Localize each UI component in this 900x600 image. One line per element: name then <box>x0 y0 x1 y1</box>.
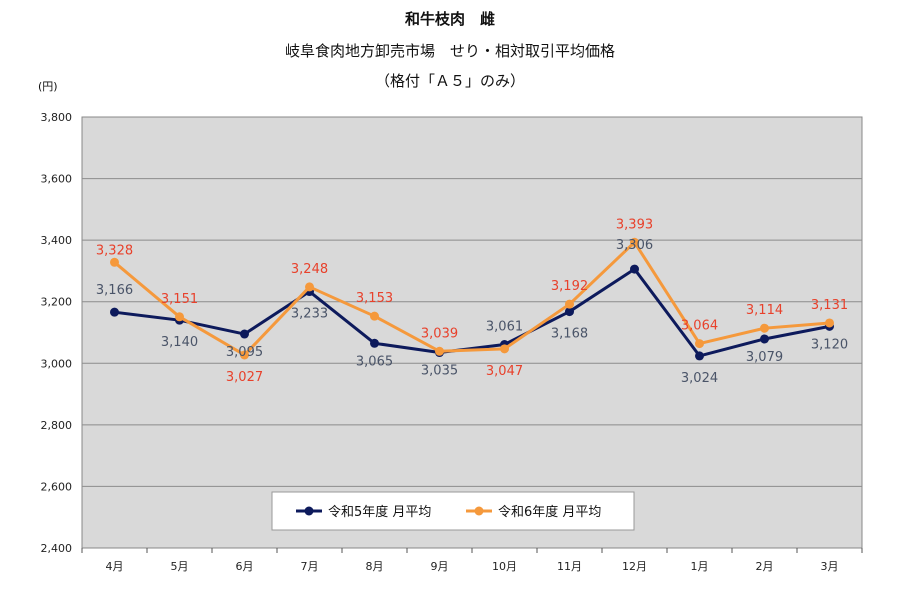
x-tick-label: 7月 <box>301 560 319 573</box>
chart-subtitle-2: （格付「Ａ５」のみ） <box>374 72 525 90</box>
data-label-series-2: 3,248 <box>291 262 328 277</box>
data-point-series-2 <box>175 312 184 322</box>
y-tick-label: 3,800 <box>41 111 73 124</box>
y-tick-label: 2,400 <box>41 542 73 555</box>
legend-marker-1 <box>304 506 314 516</box>
data-label-series-2: 3,131 <box>811 298 848 313</box>
legend-box <box>271 491 635 531</box>
plot-area <box>81 116 863 549</box>
x-tick-label: 6月 <box>236 560 254 573</box>
data-label-series-1: 3,120 <box>811 337 848 352</box>
y-tick-label: 2,600 <box>41 480 73 493</box>
x-tick-label: 10月 <box>492 560 517 573</box>
legend: 令和5年度 月平均 令和6年度 月平均 <box>271 491 635 531</box>
data-point-series-1 <box>760 334 769 344</box>
data-point-series-2 <box>760 323 769 333</box>
data-point-series-2 <box>695 339 704 349</box>
data-point-series-2 <box>565 299 574 309</box>
x-tick-label: 8月 <box>366 560 384 573</box>
data-point-series-2 <box>240 350 249 360</box>
y-tick-label: 3,400 <box>41 234 73 247</box>
data-point-series-2 <box>500 344 509 354</box>
data-label-series-1: 3,168 <box>551 327 588 342</box>
data-point-series-1 <box>110 307 119 317</box>
data-point-series-2 <box>370 311 379 321</box>
data-label-series-2: 3,328 <box>96 243 133 258</box>
data-point-series-2 <box>825 318 834 328</box>
data-labels: 3,166 3,140 3,095 3,233 3,065 3,035 3,061 3,168… <box>96 217 848 386</box>
data-label-series-2: 3,047 <box>486 364 523 379</box>
data-label-series-2: 3,153 <box>356 291 393 306</box>
legend-label-2: 令和6年度 月平均 <box>498 504 601 520</box>
x-tick-label: 1月 <box>691 560 709 573</box>
legend-marker-2 <box>474 506 484 516</box>
data-label-series-1: 3,306 <box>616 238 653 253</box>
y-axis-unit-label: (円) <box>38 80 58 93</box>
data-label-series-2: 3,393 <box>616 217 653 232</box>
chart-title: 和牛枝肉 雌 <box>404 10 495 28</box>
x-tick-label: 12月 <box>622 560 647 573</box>
legend-label-1: 令和5年度 月平均 <box>328 504 431 520</box>
series-line-1 <box>114 267 830 358</box>
data-label-series-2: 3,027 <box>226 370 263 385</box>
chart-subtitle: 岐阜食肉地方卸売市場 せり・相対取引平均価格 <box>284 42 615 60</box>
data-label-series-1: 3,035 <box>421 364 458 379</box>
data-label-series-1: 3,233 <box>291 307 328 322</box>
data-point-series-1 <box>695 351 704 361</box>
x-tick-label: 11月 <box>557 560 582 573</box>
series-group <box>110 237 834 361</box>
data-label-series-2: 3,064 <box>681 319 718 334</box>
data-point-series-1 <box>240 329 249 339</box>
data-label-series-1: 3,061 <box>486 320 523 335</box>
data-label-series-2: 3,151 <box>161 292 198 307</box>
x-axis-ticks: 4月 5月 6月 7月 8月 9月 10月 11月 12月 1月 2月 3月 <box>81 548 863 573</box>
data-label-series-2: 3,192 <box>551 279 588 294</box>
data-label-series-1: 3,065 <box>356 354 393 369</box>
data-label-series-1: 3,166 <box>96 283 133 298</box>
y-tick-label: 3,000 <box>41 357 73 370</box>
data-point-series-1 <box>630 264 639 274</box>
data-point-series-2 <box>435 346 444 356</box>
data-label-series-2: 3,114 <box>746 303 783 318</box>
data-label-series-1: 3,140 <box>161 335 198 350</box>
x-tick-label: 5月 <box>171 560 189 573</box>
data-point-series-1 <box>370 338 379 348</box>
x-tick-label: 9月 <box>431 560 449 573</box>
series-line-2 <box>113 240 830 357</box>
y-tick-label: 2,800 <box>41 419 73 432</box>
data-label-series-2: 3,039 <box>421 326 458 341</box>
y-axis-ticks: 2,400 2,600 2,800 3,000 3,200 3,400 3,600 3,800 <box>41 111 73 555</box>
data-label-series-1: 3,024 <box>681 371 718 386</box>
data-label-series-1: 3,095 <box>226 345 263 360</box>
data-point-series-2 <box>630 237 639 247</box>
x-tick-label: 4月 <box>106 560 124 573</box>
data-label-series-1: 3,079 <box>746 350 783 365</box>
gridlines <box>82 178 862 487</box>
x-tick-label: 2月 <box>756 560 774 573</box>
data-point-series-2 <box>110 257 119 267</box>
x-tick-label: 3月 <box>821 560 839 573</box>
data-point-series-1 <box>565 307 574 317</box>
data-point-series-2 <box>305 282 314 292</box>
y-tick-label: 3,200 <box>41 296 73 309</box>
y-tick-label: 3,600 <box>41 173 73 186</box>
